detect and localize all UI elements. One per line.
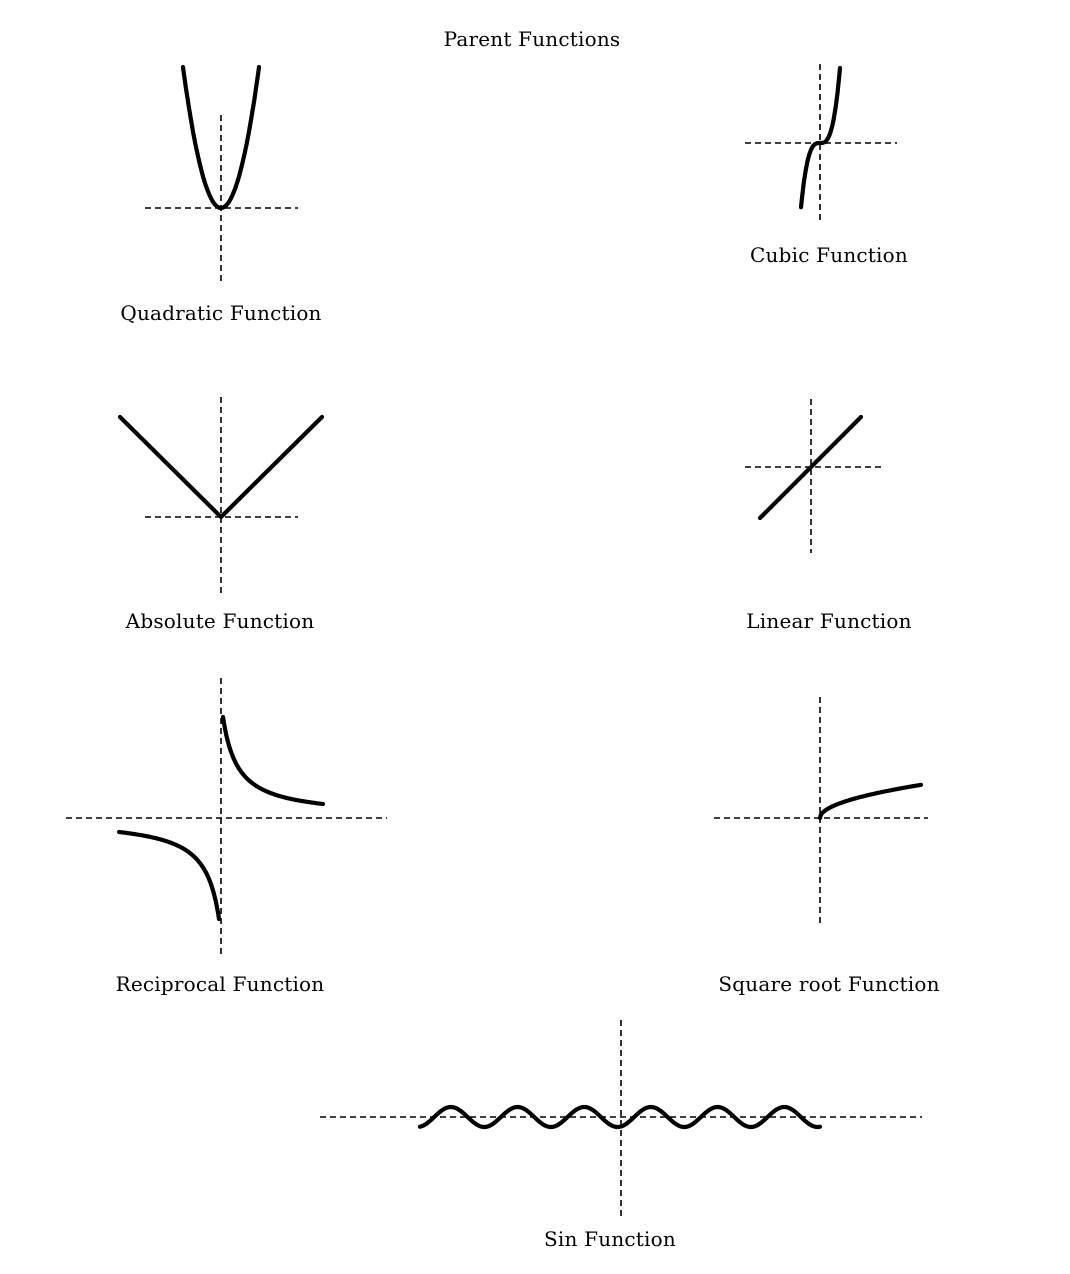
absolute-curve <box>117 414 325 520</box>
cubic-curve <box>798 65 843 210</box>
linear-label: Linear Function <box>746 609 912 633</box>
reciprocal-graph <box>66 678 387 955</box>
square-root-label: Square root Function <box>718 972 940 996</box>
square-root-graph <box>714 697 928 925</box>
quadratic-label: Quadratic Function <box>120 301 322 325</box>
linear-graph <box>745 399 885 553</box>
absolute-graph <box>117 397 325 595</box>
linear-curve <box>757 414 864 521</box>
square-root-curve <box>817 782 924 821</box>
reciprocal-curve-left <box>116 829 222 922</box>
cubic-label: Cubic Function <box>750 243 908 267</box>
sin-label: Sin Function <box>544 1227 676 1251</box>
reciprocal-label: Reciprocal Function <box>115 972 325 996</box>
reciprocal-curve-right <box>220 714 326 807</box>
sin-graph <box>320 1020 922 1218</box>
cubic-graph <box>745 64 897 220</box>
quadratic-curve <box>180 64 262 211</box>
diagram-title: Parent Functions <box>443 27 621 51</box>
quadratic-graph <box>145 64 298 285</box>
sin-curve <box>417 1104 823 1130</box>
absolute-label: Absolute Function <box>125 609 315 633</box>
